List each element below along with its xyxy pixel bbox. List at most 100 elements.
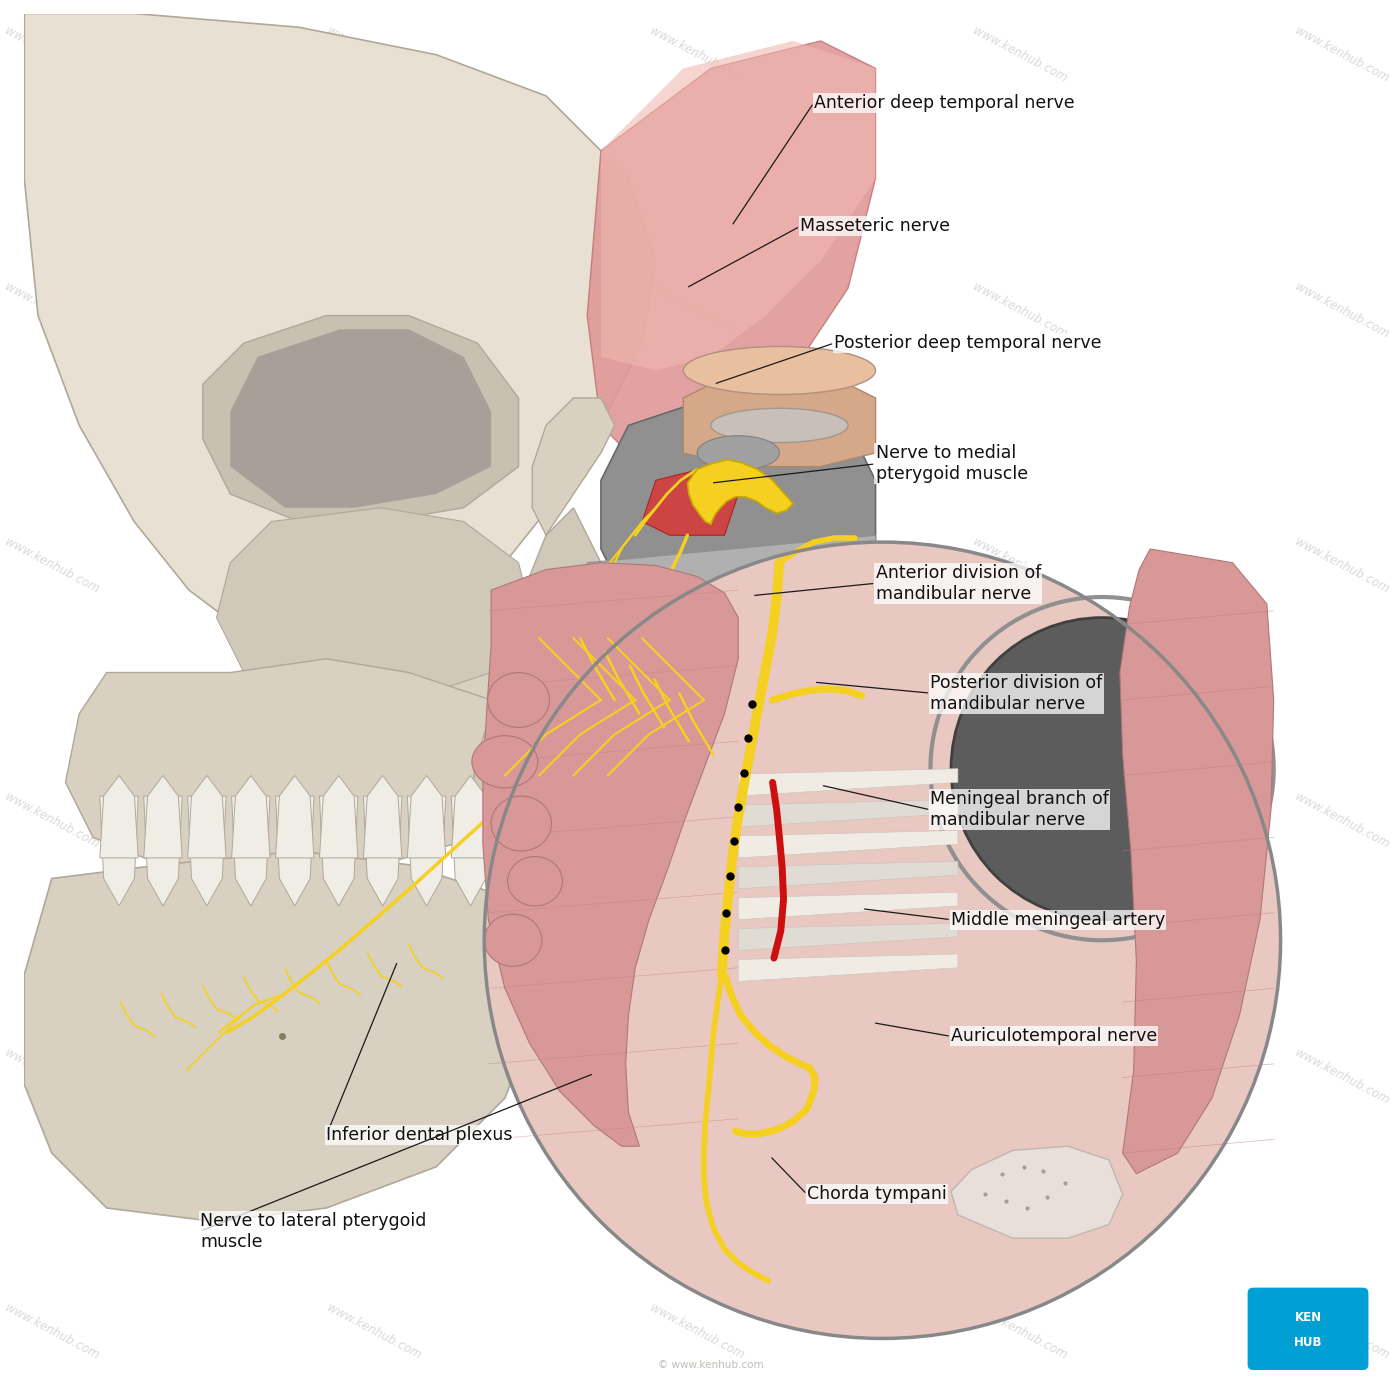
Polygon shape (99, 797, 139, 906)
Text: www.kenhub.com: www.kenhub.com (648, 24, 746, 85)
Text: Middle meningeal artery: Middle meningeal artery (951, 910, 1165, 928)
Polygon shape (231, 797, 270, 906)
Circle shape (484, 542, 1281, 1338)
Text: www.kenhub.com: www.kenhub.com (970, 280, 1070, 340)
Polygon shape (1120, 549, 1274, 1173)
Text: Posterior division of
mandibular nerve: Posterior division of mandibular nerve (931, 673, 1103, 713)
Polygon shape (587, 41, 875, 452)
Polygon shape (601, 398, 875, 631)
Polygon shape (738, 892, 958, 920)
Text: Posterior deep temporal nerve: Posterior deep temporal nerve (834, 335, 1102, 351)
Polygon shape (463, 508, 615, 865)
Text: www.kenhub.com: www.kenhub.com (648, 791, 746, 851)
Text: www.kenhub.com: www.kenhub.com (325, 535, 424, 596)
Text: Chorda tympani: Chorda tympani (806, 1186, 946, 1203)
Text: HUB: HUB (1294, 1336, 1322, 1350)
Polygon shape (738, 799, 958, 827)
Polygon shape (451, 776, 490, 858)
Polygon shape (144, 776, 182, 858)
Polygon shape (407, 797, 445, 906)
Text: www.kenhub.com: www.kenhub.com (1294, 24, 1392, 85)
Text: www.kenhub.com: www.kenhub.com (3, 1301, 101, 1362)
Polygon shape (738, 923, 958, 951)
Polygon shape (203, 315, 518, 522)
Ellipse shape (491, 797, 552, 851)
Polygon shape (188, 797, 227, 906)
Polygon shape (643, 617, 697, 672)
Polygon shape (66, 659, 532, 865)
Text: www.kenhub.com: www.kenhub.com (648, 1046, 746, 1106)
Polygon shape (643, 466, 738, 535)
Polygon shape (319, 797, 358, 906)
Text: www.kenhub.com: www.kenhub.com (325, 24, 424, 85)
FancyBboxPatch shape (1247, 1288, 1368, 1371)
Text: Nerve to medial
pterygoid muscle: Nerve to medial pterygoid muscle (875, 444, 1028, 483)
Text: Anterior division of
mandibular nerve: Anterior division of mandibular nerve (875, 564, 1042, 602)
Polygon shape (144, 797, 182, 906)
Text: www.kenhub.com: www.kenhub.com (3, 791, 101, 851)
Polygon shape (951, 1147, 1123, 1238)
Ellipse shape (484, 914, 542, 966)
Text: www.kenhub.com: www.kenhub.com (970, 535, 1070, 596)
Text: www.kenhub.com: www.kenhub.com (325, 1046, 424, 1106)
Text: www.kenhub.com: www.kenhub.com (3, 535, 101, 596)
Polygon shape (587, 563, 848, 728)
Text: www.kenhub.com: www.kenhub.com (1294, 1301, 1392, 1362)
Polygon shape (230, 329, 491, 508)
Polygon shape (381, 603, 669, 755)
Text: Inferior dental plexus: Inferior dental plexus (326, 1126, 512, 1144)
Polygon shape (99, 776, 139, 858)
Text: www.kenhub.com: www.kenhub.com (3, 24, 101, 85)
Polygon shape (231, 776, 270, 858)
Text: www.kenhub.com: www.kenhub.com (1294, 1046, 1392, 1106)
Polygon shape (738, 830, 958, 858)
Text: www.kenhub.com: www.kenhub.com (970, 791, 1070, 851)
Polygon shape (615, 426, 834, 603)
Polygon shape (276, 776, 314, 858)
Polygon shape (601, 41, 875, 371)
Polygon shape (276, 797, 314, 906)
Text: © www.kenhub.com: © www.kenhub.com (658, 1359, 763, 1371)
Text: www.kenhub.com: www.kenhub.com (1294, 280, 1392, 340)
Polygon shape (451, 797, 490, 906)
Text: www.kenhub.com: www.kenhub.com (3, 1046, 101, 1106)
Text: www.kenhub.com: www.kenhub.com (325, 1301, 424, 1362)
Polygon shape (217, 508, 532, 700)
Polygon shape (738, 861, 958, 889)
Text: www.kenhub.com: www.kenhub.com (648, 535, 746, 596)
Ellipse shape (487, 672, 549, 728)
Polygon shape (574, 591, 683, 672)
Text: Auriculotemporal nerve: Auriculotemporal nerve (951, 1028, 1158, 1046)
Text: www.kenhub.com: www.kenhub.com (648, 280, 746, 340)
Polygon shape (319, 776, 358, 858)
Text: Masseteric nerve: Masseteric nerve (799, 217, 951, 235)
Ellipse shape (711, 409, 848, 442)
Polygon shape (364, 776, 402, 858)
Polygon shape (532, 398, 615, 535)
Text: KEN: KEN (1295, 1312, 1322, 1324)
Circle shape (951, 617, 1253, 920)
Polygon shape (683, 371, 875, 466)
Polygon shape (188, 776, 227, 858)
Text: www.kenhub.com: www.kenhub.com (970, 24, 1070, 85)
Text: www.kenhub.com: www.kenhub.com (648, 1301, 746, 1362)
Text: www.kenhub.com: www.kenhub.com (970, 1301, 1070, 1362)
Ellipse shape (697, 435, 780, 470)
Text: www.kenhub.com: www.kenhub.com (325, 791, 424, 851)
Text: www.kenhub.com: www.kenhub.com (325, 280, 424, 340)
Polygon shape (24, 851, 532, 1222)
Polygon shape (587, 535, 875, 631)
Polygon shape (687, 459, 794, 524)
Text: www.kenhub.com: www.kenhub.com (970, 1046, 1070, 1106)
Polygon shape (364, 797, 402, 906)
Ellipse shape (683, 346, 875, 395)
Polygon shape (483, 563, 738, 1147)
Text: www.kenhub.com: www.kenhub.com (3, 280, 101, 340)
Text: Anterior deep temporal nerve: Anterior deep temporal nerve (813, 94, 1074, 112)
Text: www.kenhub.com: www.kenhub.com (1294, 535, 1392, 596)
Text: www.kenhub.com: www.kenhub.com (1294, 791, 1392, 851)
Polygon shape (738, 769, 958, 797)
Polygon shape (24, 14, 655, 645)
Text: Meningeal branch of
mandibular nerve: Meningeal branch of mandibular nerve (931, 791, 1109, 829)
Polygon shape (738, 953, 958, 981)
